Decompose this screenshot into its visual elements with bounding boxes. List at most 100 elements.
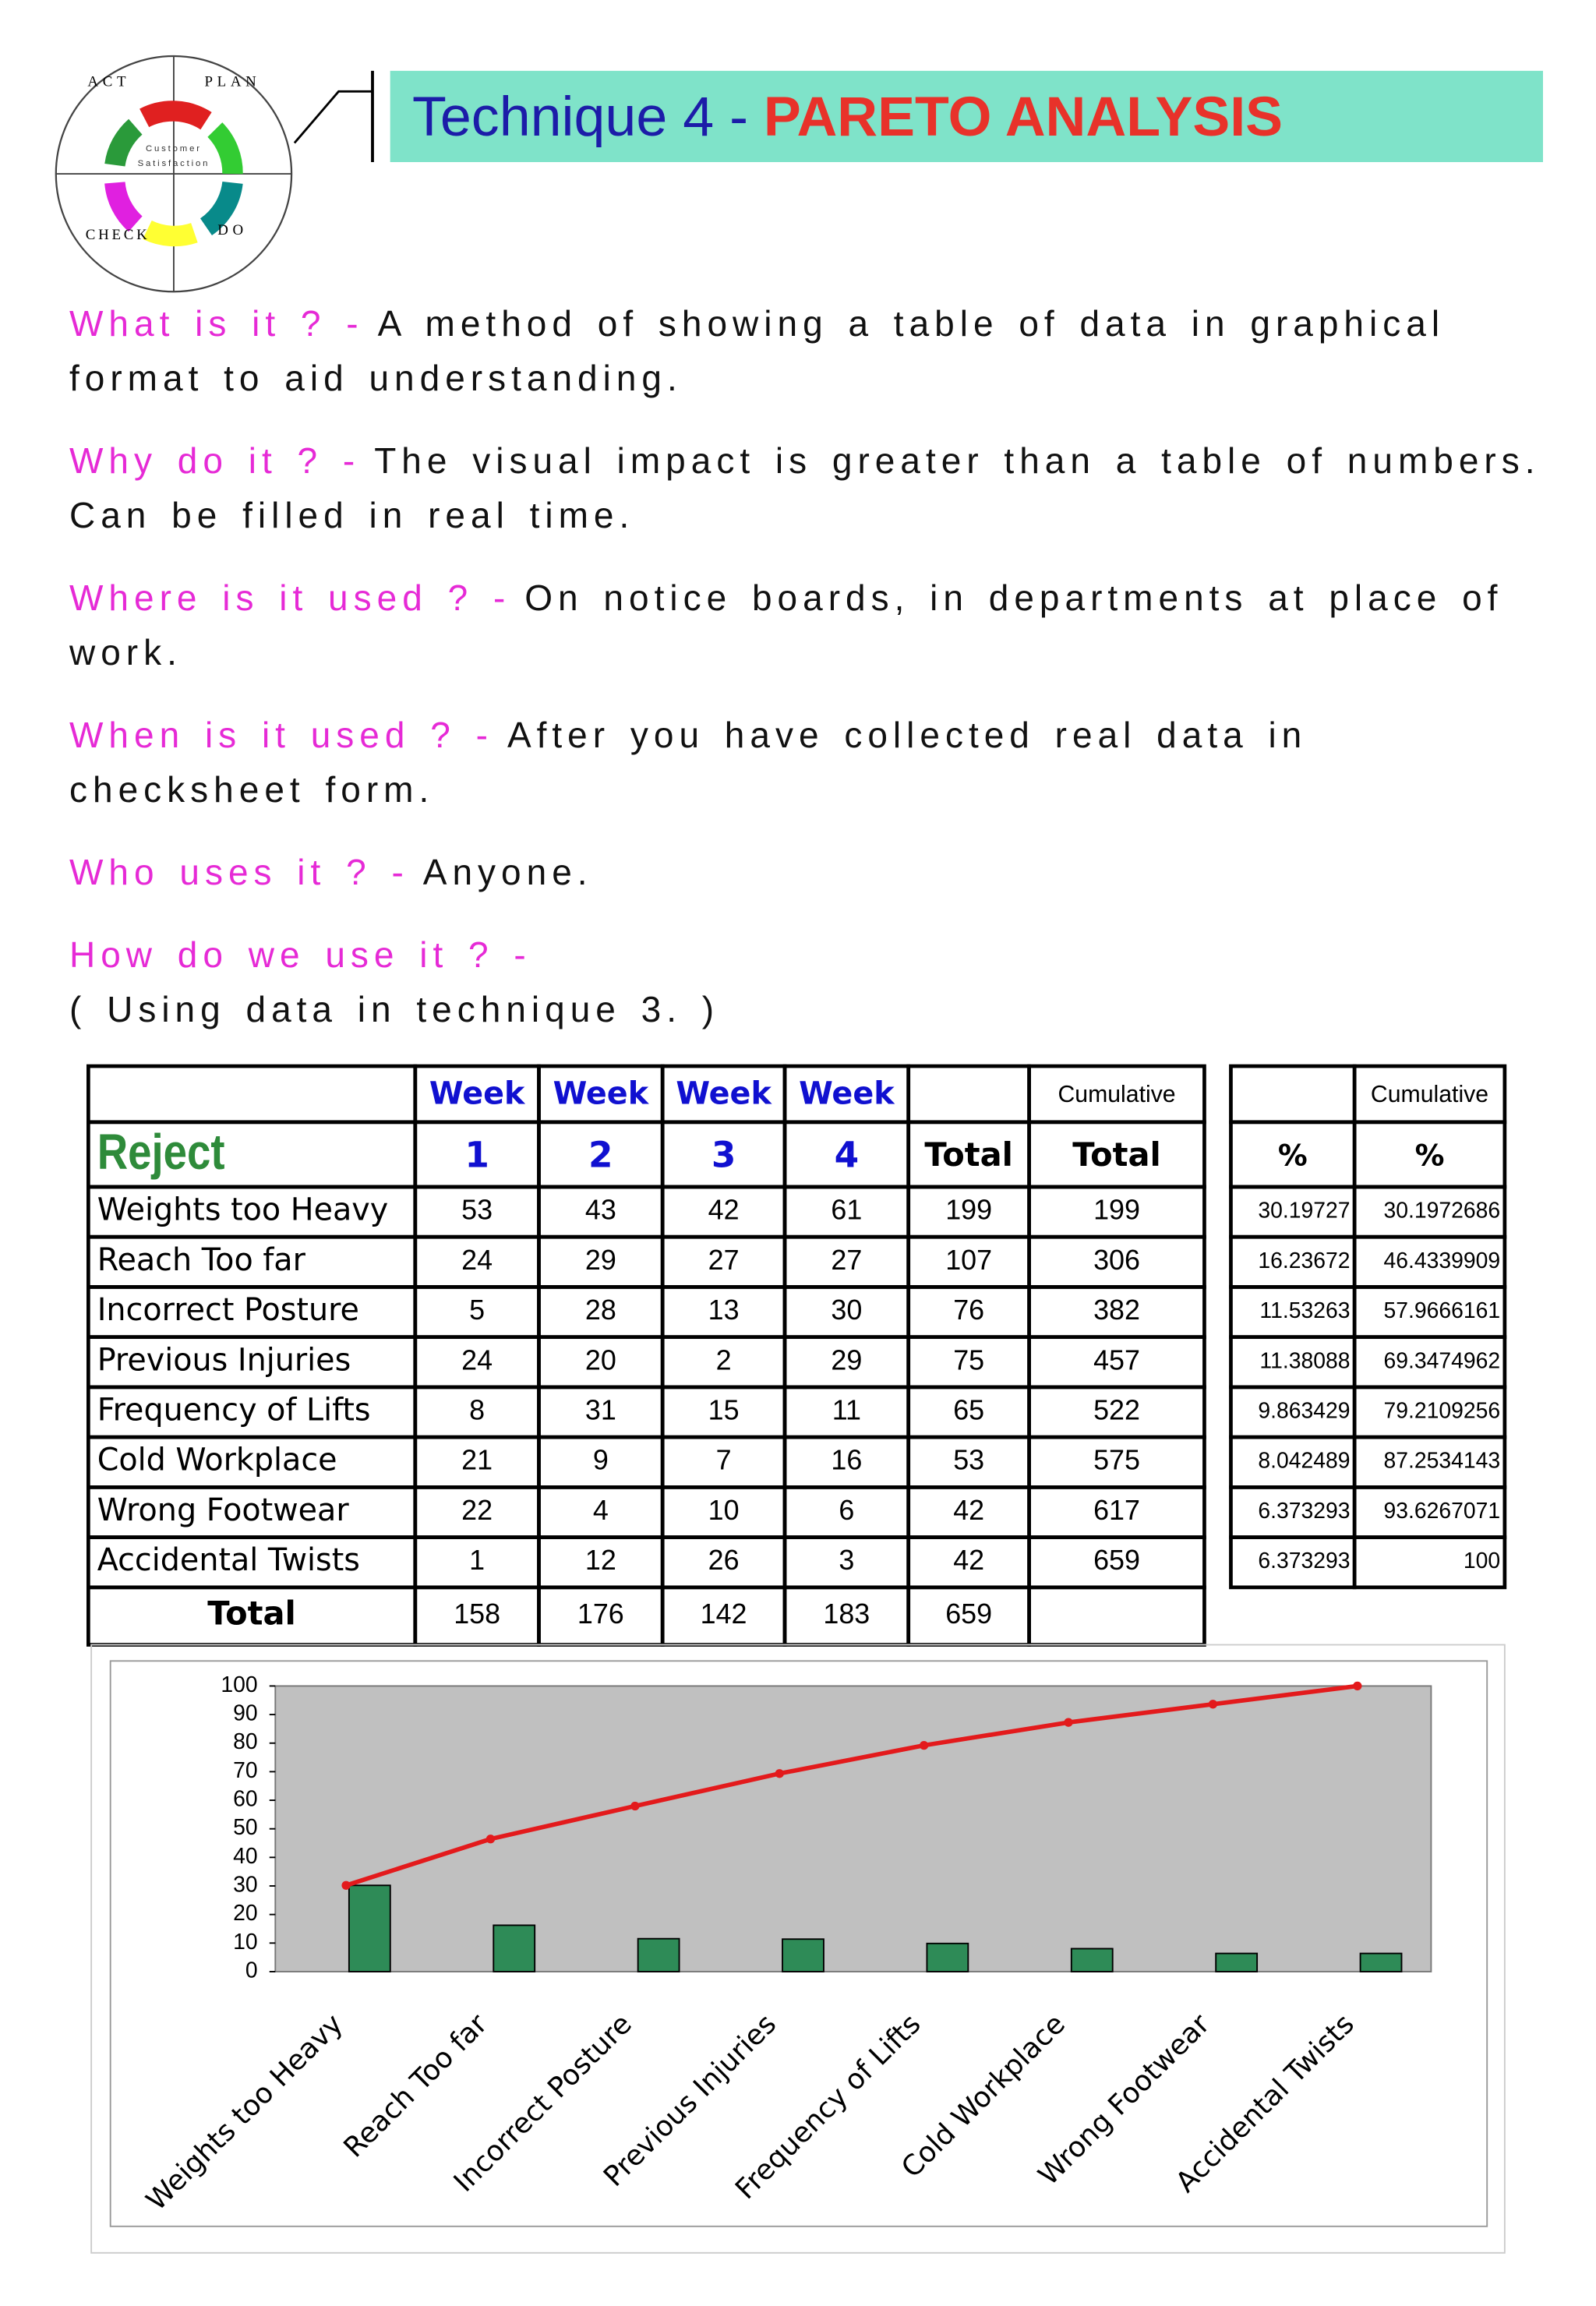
bar (1070, 1948, 1114, 1972)
row-label: Frequency of Lifts (97, 1393, 371, 1428)
y-tick-label: 40 (233, 1844, 258, 1869)
cell-value: 79.2109256 (1384, 1399, 1501, 1424)
cell-value: 16 (831, 1445, 862, 1476)
logo-arrow (207, 122, 243, 175)
answer: A method of showing a table of data in g… (69, 303, 1446, 398)
table-cell (1027, 1585, 1206, 1647)
cumulative-label: Cumulative (1058, 1082, 1175, 1107)
cell-value: 76 (953, 1294, 984, 1326)
row-label: Wrong Footwear (97, 1492, 350, 1528)
cell-value: 27 (708, 1245, 740, 1276)
table-cell (906, 1064, 1031, 1125)
y-tick-label: 80 (233, 1729, 258, 1754)
row-label: Previous Injuries (97, 1342, 351, 1378)
header-cell: Total (924, 1135, 1013, 1174)
answer: After you have collected real data in ch… (69, 715, 1308, 810)
cell-value: 306 (1093, 1245, 1140, 1276)
cell-value: 9.863429 (1258, 1399, 1350, 1424)
header-cell: Total (1072, 1135, 1161, 1174)
row-label: Accidental Twists (97, 1542, 360, 1578)
logo-arrow (200, 181, 243, 236)
cell-value: 43 (585, 1195, 616, 1226)
y-tick-label: 50 (233, 1815, 258, 1840)
cell-value: 30.19727 (1258, 1199, 1350, 1224)
logo-arrow (104, 118, 143, 168)
cell-value: 24 (461, 1344, 493, 1375)
total-value: 659 (945, 1598, 992, 1630)
cell-value: 16.23672 (1258, 1248, 1350, 1273)
qa-item: Why do it ? - The visual impact is greate… (69, 433, 1550, 542)
title-box (390, 70, 1543, 163)
cell-value: 9 (593, 1445, 609, 1476)
y-tick-label: 70 (233, 1758, 258, 1783)
answer: On notice boards, in departments at plac… (69, 577, 1503, 673)
week-label: Week (676, 1075, 772, 1111)
logo-arrow (139, 101, 212, 130)
question: What is it ? - (69, 303, 364, 344)
logo-label: PLAN (205, 73, 261, 90)
qa-item: What is it ? -A method of showing a tabl… (69, 296, 1550, 405)
cell-value: 53 (953, 1445, 984, 1476)
total-value: 176 (577, 1598, 624, 1630)
cell-value: 522 (1093, 1395, 1140, 1426)
cell-value: 6 (839, 1495, 854, 1526)
row-label: Cold Workplace (97, 1443, 337, 1478)
header-cell: Reject (97, 1124, 225, 1180)
cell-value: 11.53263 (1259, 1298, 1350, 1323)
title-main: PARETO ANALYSIS (764, 86, 1283, 148)
cell-value: 24 (461, 1245, 493, 1276)
line-point (486, 1835, 496, 1844)
cell-value: 75 (953, 1344, 984, 1375)
table-cell (86, 1064, 418, 1125)
title-connector (293, 90, 373, 144)
y-tick-label: 0 (245, 1958, 258, 1983)
cell-value: 53 (461, 1195, 493, 1226)
week-label: Week (429, 1075, 526, 1111)
qa-item: Who uses it ? - Anyone. (69, 845, 1550, 899)
cell-value: 93.6267071 (1384, 1499, 1501, 1524)
cell-value: 3 (839, 1545, 854, 1576)
cell-value: 4 (593, 1495, 609, 1526)
question: Why do it ? - (69, 440, 361, 481)
bar (348, 1884, 391, 1972)
week-label: Week (553, 1075, 650, 1111)
cell-value: 2 (716, 1344, 732, 1375)
header-cell: % (1415, 1139, 1445, 1173)
row-label: Incorrect Posture (97, 1292, 359, 1328)
total-label: Total (207, 1594, 296, 1633)
chart-frame (90, 1644, 1506, 2254)
cell-value: 100 (1464, 1549, 1500, 1573)
table-cell (1229, 1064, 1357, 1125)
cell-value: 22 (461, 1495, 493, 1526)
cell-value: 87.2534143 (1384, 1449, 1501, 1474)
bar (1359, 1952, 1403, 1972)
header-cell: 3 (711, 1135, 736, 1176)
cell-value: 11 (832, 1395, 861, 1426)
header-cell: 4 (835, 1135, 860, 1176)
logo-arrow (143, 220, 198, 247)
y-tick-label: 20 (233, 1901, 258, 1926)
cell-value: 42 (953, 1545, 984, 1576)
cell-value: 382 (1093, 1294, 1140, 1326)
cell-value: 1 (469, 1545, 485, 1576)
line-point (775, 1769, 784, 1778)
question: Who uses it ? - (69, 852, 409, 892)
cell-value: 42 (708, 1195, 740, 1226)
cell-value: 57.9666161 (1384, 1298, 1501, 1323)
cell-value: 6.373293 (1258, 1499, 1350, 1524)
cell-value: 42 (953, 1495, 984, 1526)
cell-value: 21 (461, 1445, 493, 1476)
header-cell: % (1278, 1139, 1308, 1173)
bar (782, 1938, 824, 1972)
title: Technique 4 - PARETO ANALYSIS (412, 86, 1283, 148)
y-tick-label: 10 (233, 1930, 258, 1955)
cell-value: 199 (945, 1195, 992, 1226)
cell-value: 617 (1093, 1495, 1140, 1526)
cell-value: 69.3474962 (1384, 1348, 1501, 1373)
y-tick-label: 90 (233, 1701, 258, 1726)
logo-center: Customer (146, 144, 202, 154)
answer: Anyone. (422, 852, 593, 892)
header-cell: 2 (588, 1135, 613, 1176)
